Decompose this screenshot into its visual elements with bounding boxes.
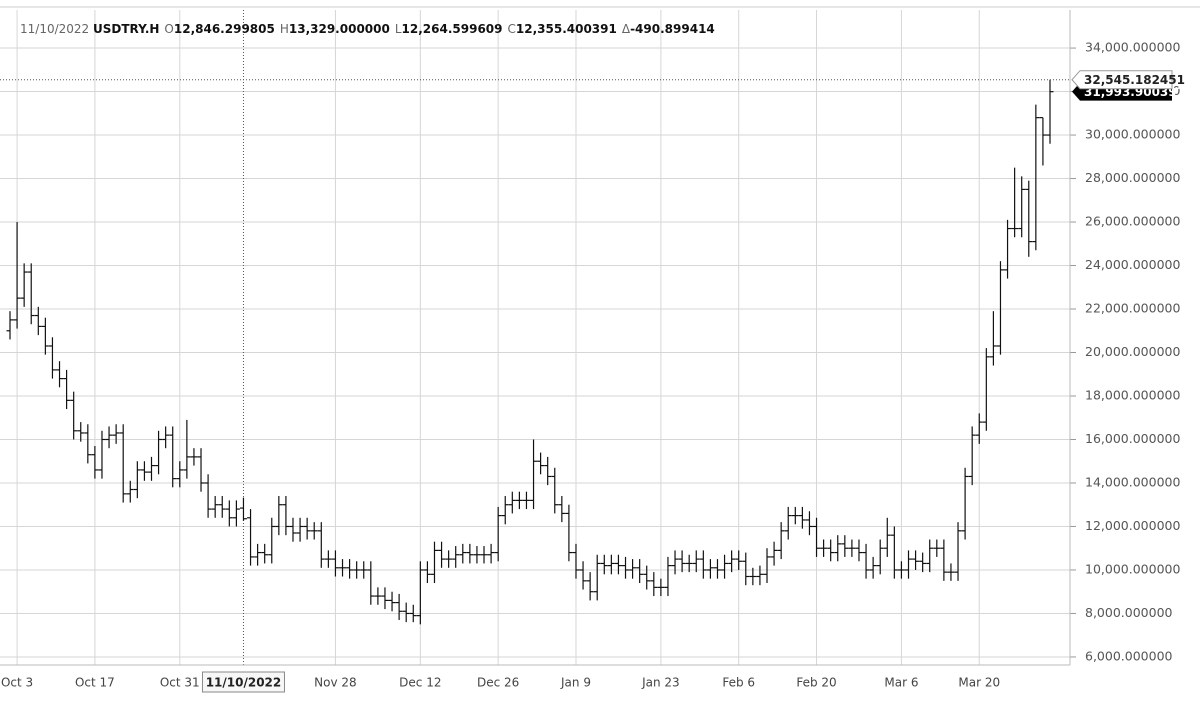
legend-value: 13,329.000000	[288, 22, 390, 36]
x-tick-label: Nov 28	[314, 676, 357, 690]
crosshair-label-box	[201, 671, 285, 693]
y-tick-label: 28,000.000000	[1085, 170, 1180, 185]
x-tick-label: Feb 6	[722, 676, 755, 690]
legend-items: O12,846.299805 H13,329.000000 L12,264.5996…	[159, 22, 714, 36]
x-tick-label: Oct 3	[1, 676, 33, 690]
y-tick-label: 22,000.000000	[1085, 301, 1180, 316]
legend-key: H	[279, 22, 289, 36]
legend-value: -490.899414	[630, 22, 715, 36]
ohlc-legend: 11/10/2022 USDTRY.H O12,846.299805 H13,329…	[20, 22, 715, 36]
legend-date: 11/10/2022	[20, 22, 90, 36]
x-tick-label: Dec 26	[477, 676, 519, 690]
x-tick-label: Oct 17	[75, 676, 115, 690]
y-tick-label: 30,000.000000	[1085, 127, 1180, 142]
legend-symbol: USDTRY.H	[93, 22, 160, 36]
y-tick-label: 10,000.000000	[1085, 561, 1180, 576]
y-tick-label: 8,000.000000	[1085, 605, 1173, 620]
legend-key: C	[507, 22, 516, 36]
x-tick-label: Mar 20	[958, 676, 1000, 690]
y-tick-label: 26,000.000000	[1085, 214, 1180, 229]
y-tick-label: 20,000.000000	[1085, 344, 1180, 359]
y-tick-label: 16,000.000000	[1085, 431, 1180, 446]
legend-key: O	[164, 22, 174, 36]
legend-value: 12,264.599609	[401, 22, 503, 36]
y-tick-label: 24,000.000000	[1085, 257, 1180, 272]
x-tick-label: Mar 6	[884, 676, 918, 690]
legend-key: Δ	[621, 22, 631, 36]
y-tick-label: 6,000.000000	[1085, 648, 1173, 663]
legend-key: L	[394, 22, 402, 36]
x-tick-label: Feb 20	[796, 676, 836, 690]
y-tick-label: 12,000.000000	[1085, 518, 1180, 533]
legend-value: 12,846.299805	[173, 22, 275, 36]
x-tick-label: Jan 9	[560, 676, 591, 690]
x-tick-label: Dec 12	[399, 676, 441, 690]
price-box-cross	[1071, 70, 1173, 90]
x-tick-label: Jan 23	[641, 676, 680, 690]
y-tick-label: 14,000.000000	[1085, 474, 1180, 489]
y-tick-label: 18,000.000000	[1085, 387, 1180, 402]
price-label-cross: 32,545.182451	[1084, 73, 1185, 87]
crosshair-label: 11/10/2022	[206, 676, 282, 690]
legend-value: 12,355.400391	[515, 22, 617, 36]
x-tick-label: Oct 31	[160, 676, 200, 690]
y-tick-label: 34,000.000000	[1085, 40, 1180, 55]
